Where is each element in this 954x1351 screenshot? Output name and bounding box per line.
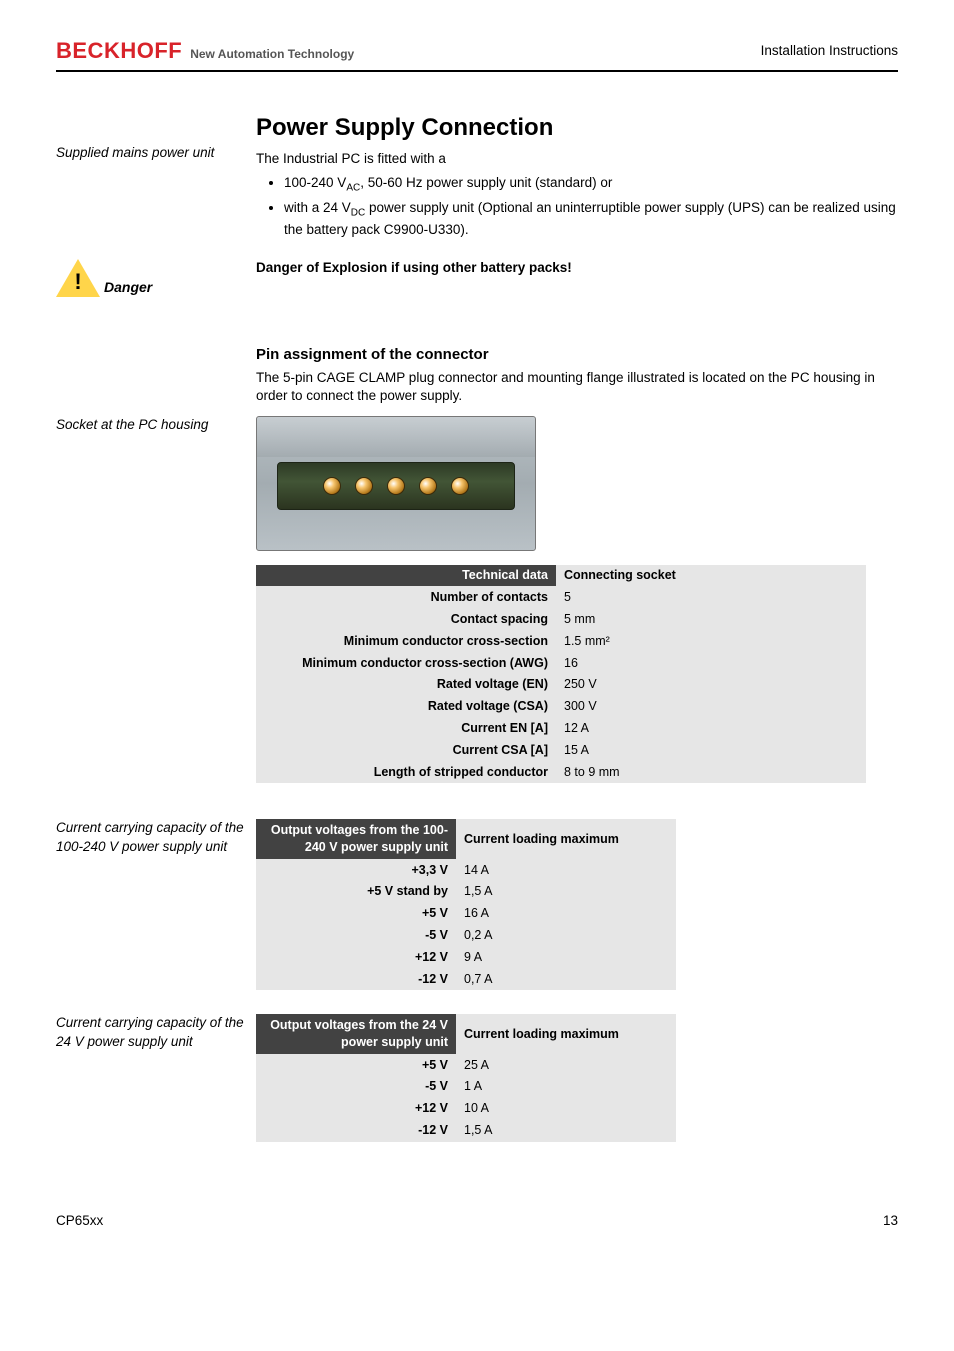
table-row-val: 1.5 mm² (556, 630, 866, 652)
table-row-key: Minimum conductor cross-section (256, 630, 556, 652)
table-row-key: Rated voltage (CSA) (256, 696, 556, 718)
pin-hole-icon (323, 477, 341, 495)
table-row-key: +5 V (256, 903, 456, 925)
brand-name: BECKHOFF (56, 36, 182, 66)
header-rule (56, 70, 898, 72)
bullet-sub: AC (346, 183, 360, 194)
bullet-text: with a 24 V (284, 200, 351, 215)
supplied-unit-label: Supplied mains power unit (56, 144, 244, 162)
table-row-val: 300 V (556, 696, 866, 718)
danger-text: Danger of Explosion if using other batte… (256, 259, 898, 277)
table-row-key: +5 V stand by (256, 881, 456, 903)
table-header: Current loading maximum (456, 819, 676, 859)
header-bar: BECKHOFF New Automation Technology Insta… (56, 36, 898, 66)
table-row-val: 16 (556, 652, 866, 674)
brand: BECKHOFF New Automation Technology (56, 36, 354, 66)
table-row-val: 0,7 A (456, 968, 676, 990)
danger-label: Danger (104, 278, 152, 297)
footer: CP65xx 13 (56, 1212, 898, 1230)
cap24-table: Output voltages from the 24 V power supp… (256, 1014, 676, 1141)
pin-hole-icon (451, 477, 469, 495)
table-row-key: Number of contacts (256, 586, 556, 608)
table-row-val: 0,2 A (456, 925, 676, 947)
bullet-list: 100-240 VAC, 50-60 Hz power supply unit … (256, 174, 898, 239)
table-row-val: 250 V (556, 674, 866, 696)
bullet-text: power supply unit (Optional an uninterru… (284, 200, 896, 236)
bullet-text: , 50-60 Hz power supply unit (standard) … (360, 175, 612, 190)
table-row-key: +12 V (256, 947, 456, 969)
bullet-sub: DC (351, 208, 365, 219)
table-row-val: 5 mm (556, 608, 866, 630)
table-row-key: Current CSA [A] (256, 740, 556, 762)
footer-left: CP65xx (56, 1212, 103, 1230)
table-header: Technical data (256, 565, 556, 587)
pin-body: The 5-pin CAGE CLAMP plug connector and … (256, 369, 898, 405)
table-row-val: 1,5 A (456, 1120, 676, 1142)
page-title: Power Supply Connection (256, 112, 898, 144)
table-row-val: 1 A (456, 1076, 676, 1098)
cap100-table: Output voltages from the 100-240 V power… (256, 819, 676, 990)
table-row-val: 1,5 A (456, 881, 676, 903)
pin-hole-icon (355, 477, 373, 495)
cap100-label: Current carrying capacity of the 100-240… (56, 819, 244, 855)
socket-label: Socket at the PC housing (56, 416, 244, 434)
table-row-key: +3,3 V (256, 859, 456, 881)
cap24-label: Current carrying capacity of the 24 V po… (56, 1014, 244, 1050)
doc-section-label: Installation Instructions (761, 42, 898, 60)
table-row-val: 5 (556, 586, 866, 608)
table-row-val: 25 A (456, 1054, 676, 1076)
brand-tag: New Automation Technology (190, 46, 354, 62)
table-row-key: Rated voltage (EN) (256, 674, 556, 696)
table-row-val: 15 A (556, 740, 866, 762)
footer-right: 13 (883, 1212, 898, 1230)
table-row-key: -5 V (256, 925, 456, 947)
danger-sign: ! Danger (56, 259, 244, 297)
table-row-key: Minimum conductor cross-section (AWG) (256, 652, 556, 674)
connector-photo (256, 416, 536, 551)
warning-triangle-icon: ! (56, 259, 100, 297)
bullet-text: 100-240 V (284, 175, 346, 190)
table-header: Connecting socket (556, 565, 866, 587)
pin-heading: Pin assignment of the connector (256, 345, 898, 365)
table-header: Output voltages from the 24 V power supp… (256, 1014, 456, 1054)
table-row-val: 14 A (456, 859, 676, 881)
table-row-val: 10 A (456, 1098, 676, 1120)
table-row-key: -5 V (256, 1076, 456, 1098)
table-row-val: 16 A (456, 903, 676, 925)
table-row-key: Length of stripped conductor (256, 761, 556, 783)
table-row-key: Current EN [A] (256, 718, 556, 740)
pin-hole-icon (419, 477, 437, 495)
table-row-key: -12 V (256, 1120, 456, 1142)
intro-text: The Industrial PC is fitted with a (256, 150, 898, 168)
table-row-val: 8 to 9 mm (556, 761, 866, 783)
table-row-key: +5 V (256, 1054, 456, 1076)
bullet-item: with a 24 VDC power supply unit (Optiona… (284, 199, 898, 238)
table-header: Output voltages from the 100-240 V power… (256, 819, 456, 859)
table-row-key: Contact spacing (256, 608, 556, 630)
bullet-item: 100-240 VAC, 50-60 Hz power supply unit … (284, 174, 898, 195)
pin-hole-icon (387, 477, 405, 495)
technical-data-table: Technical data Connecting socket Number … (256, 565, 866, 784)
table-row-val: 12 A (556, 718, 866, 740)
table-row-key: +12 V (256, 1098, 456, 1120)
table-row-val: 9 A (456, 947, 676, 969)
table-row-key: -12 V (256, 968, 456, 990)
table-header: Current loading maximum (456, 1014, 676, 1054)
